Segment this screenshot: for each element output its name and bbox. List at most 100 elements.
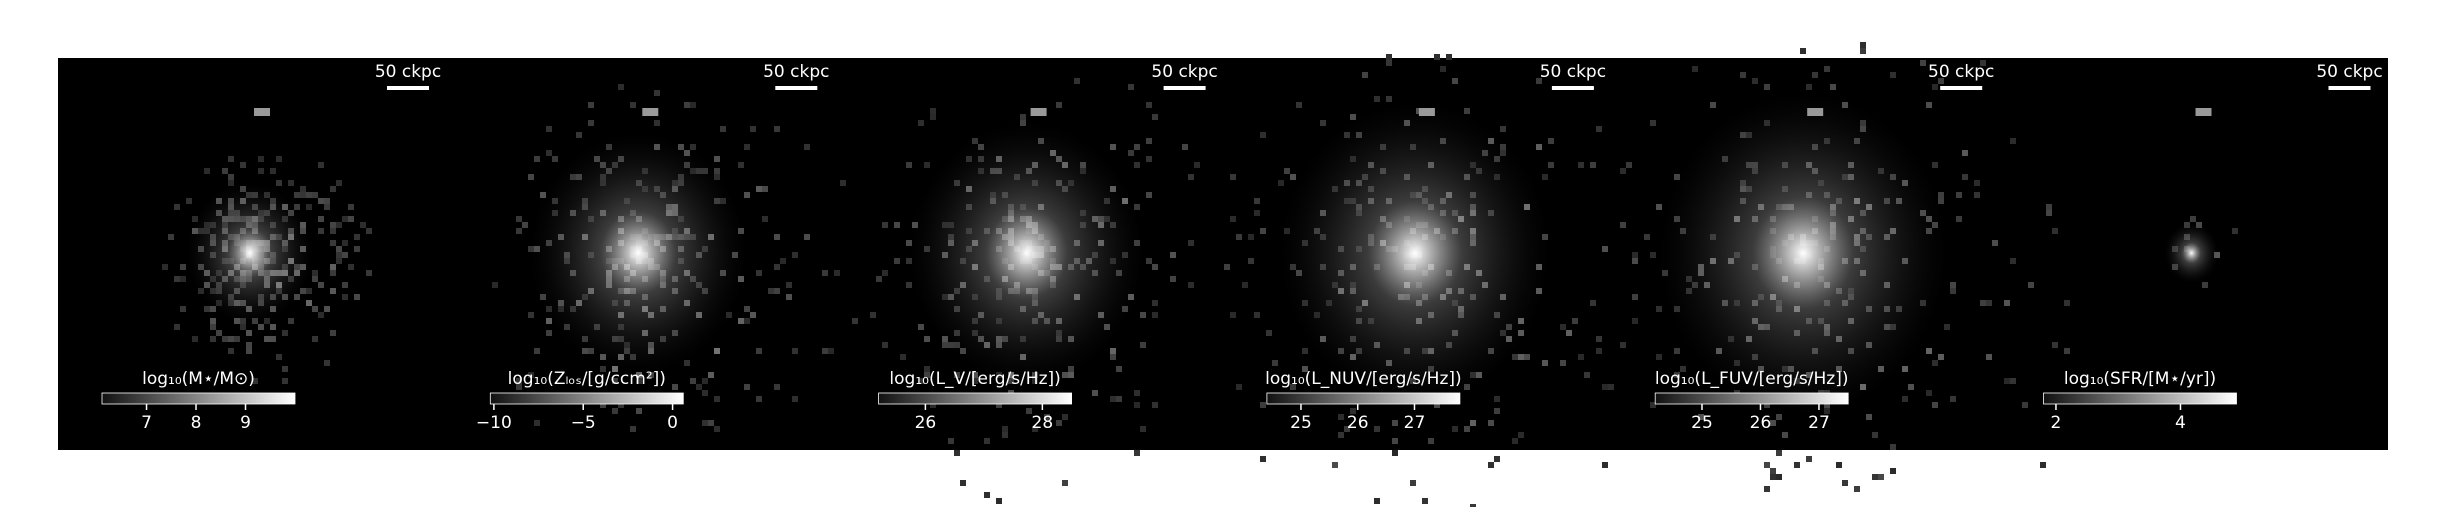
- satellite: [1807, 108, 1824, 116]
- pixel: [1842, 480, 1848, 486]
- galaxy-core: [2164, 223, 2219, 283]
- pixel: [1110, 144, 1116, 150]
- pixel: [900, 354, 906, 360]
- pixel: [1782, 432, 1788, 438]
- pixel: [1764, 486, 1770, 492]
- pixel: [822, 270, 828, 276]
- pixel: [1692, 66, 1698, 72]
- pixel: [324, 204, 330, 210]
- pixel: [222, 336, 228, 342]
- pixel: [1806, 84, 1812, 90]
- pixel: [1152, 402, 1158, 408]
- pixel: [1800, 48, 1806, 54]
- pixel: [2046, 210, 2052, 216]
- pixel: [924, 162, 930, 168]
- pixel: [1962, 150, 1968, 156]
- colorbar-tick-label: −5: [571, 413, 596, 433]
- pixel: [2010, 378, 2016, 384]
- colorbar-tick-label: 9: [240, 413, 251, 433]
- colorbar-tick-label: 4: [2175, 413, 2186, 433]
- pixel: [786, 294, 792, 300]
- pixel: [1650, 252, 1656, 258]
- pixel: [1752, 78, 1758, 84]
- pixel: [792, 252, 798, 258]
- pixel: [1806, 456, 1812, 462]
- pixel: [1386, 54, 1392, 60]
- pixel: [174, 276, 180, 282]
- pixel: [684, 102, 690, 108]
- pixel: [348, 204, 354, 210]
- pixel: [1488, 462, 1494, 468]
- pixel: [300, 186, 306, 192]
- pixel: [1770, 468, 1776, 474]
- pixel: [1902, 396, 1908, 402]
- colorbar-tick-label: 28: [1032, 413, 1054, 433]
- pixel: [1518, 354, 1524, 360]
- pixel: [270, 168, 276, 174]
- pixel: [1776, 414, 1782, 420]
- pixel: [1170, 252, 1176, 258]
- pixel: [1392, 420, 1398, 426]
- pixel: [1290, 174, 1296, 180]
- pixel: [996, 498, 1002, 504]
- pixel: [228, 156, 234, 162]
- pixel: [312, 192, 318, 198]
- pixel: [180, 264, 186, 270]
- pixel: [1830, 84, 1836, 90]
- pixel: [774, 384, 780, 390]
- pixel: [984, 438, 990, 444]
- satellite: [1030, 108, 1047, 116]
- pixel: [1872, 432, 1878, 438]
- pixel: [1230, 312, 1236, 318]
- pixel: [528, 312, 534, 318]
- pixel: [180, 276, 186, 282]
- satellite: [2195, 108, 2212, 116]
- pixel: [282, 330, 288, 336]
- pixel: [1698, 414, 1704, 420]
- scale-label: 50 ckpc: [1540, 62, 1606, 82]
- pixel: [1590, 300, 1596, 306]
- pixel: [330, 330, 336, 336]
- pixel: [330, 186, 336, 192]
- pixel: [906, 282, 912, 288]
- pixel: [984, 492, 990, 498]
- pixel: [1950, 396, 1956, 402]
- pixel: [1902, 366, 1908, 372]
- pixel: [336, 252, 342, 258]
- colorbar-label: log₁₀(L_NUV/[erg/s/Hz]): [1265, 369, 1462, 389]
- pixel: [1092, 390, 1098, 396]
- pixel: [300, 288, 306, 294]
- pixel: [228, 336, 234, 342]
- pixel: [1440, 66, 1446, 72]
- pixel: [228, 180, 234, 186]
- pixel: [954, 450, 960, 456]
- pixel: [630, 102, 636, 108]
- pixel: [738, 162, 744, 168]
- pixel: [774, 264, 780, 270]
- pixel: [1188, 282, 1194, 288]
- pixel: [768, 288, 774, 294]
- pixel: [1056, 102, 1062, 108]
- pixel: [1932, 84, 1938, 90]
- pixel: [882, 270, 888, 276]
- pixel: [534, 420, 540, 426]
- pixel: [774, 288, 780, 294]
- pixel: [1128, 84, 1134, 90]
- pixel: [246, 342, 252, 348]
- pixel: [1266, 330, 1272, 336]
- pixel: [930, 402, 936, 408]
- pixel: [318, 162, 324, 168]
- pixel: [1512, 354, 1518, 360]
- pixel: [1926, 348, 1932, 354]
- pixel: [1134, 204, 1140, 210]
- scale-label: 50 ckpc: [1928, 62, 1994, 82]
- pixel: [1464, 108, 1470, 114]
- pixel: [1470, 420, 1476, 426]
- colorbar-label: log₁₀(L_FUV/[erg/s/Hz]): [1655, 369, 1849, 389]
- pixel: [1632, 318, 1638, 324]
- pixel: [1656, 306, 1662, 312]
- pixel: [2022, 402, 2028, 408]
- pixel: [228, 348, 234, 354]
- pixel: [1500, 126, 1506, 132]
- pixel: [1932, 162, 1938, 168]
